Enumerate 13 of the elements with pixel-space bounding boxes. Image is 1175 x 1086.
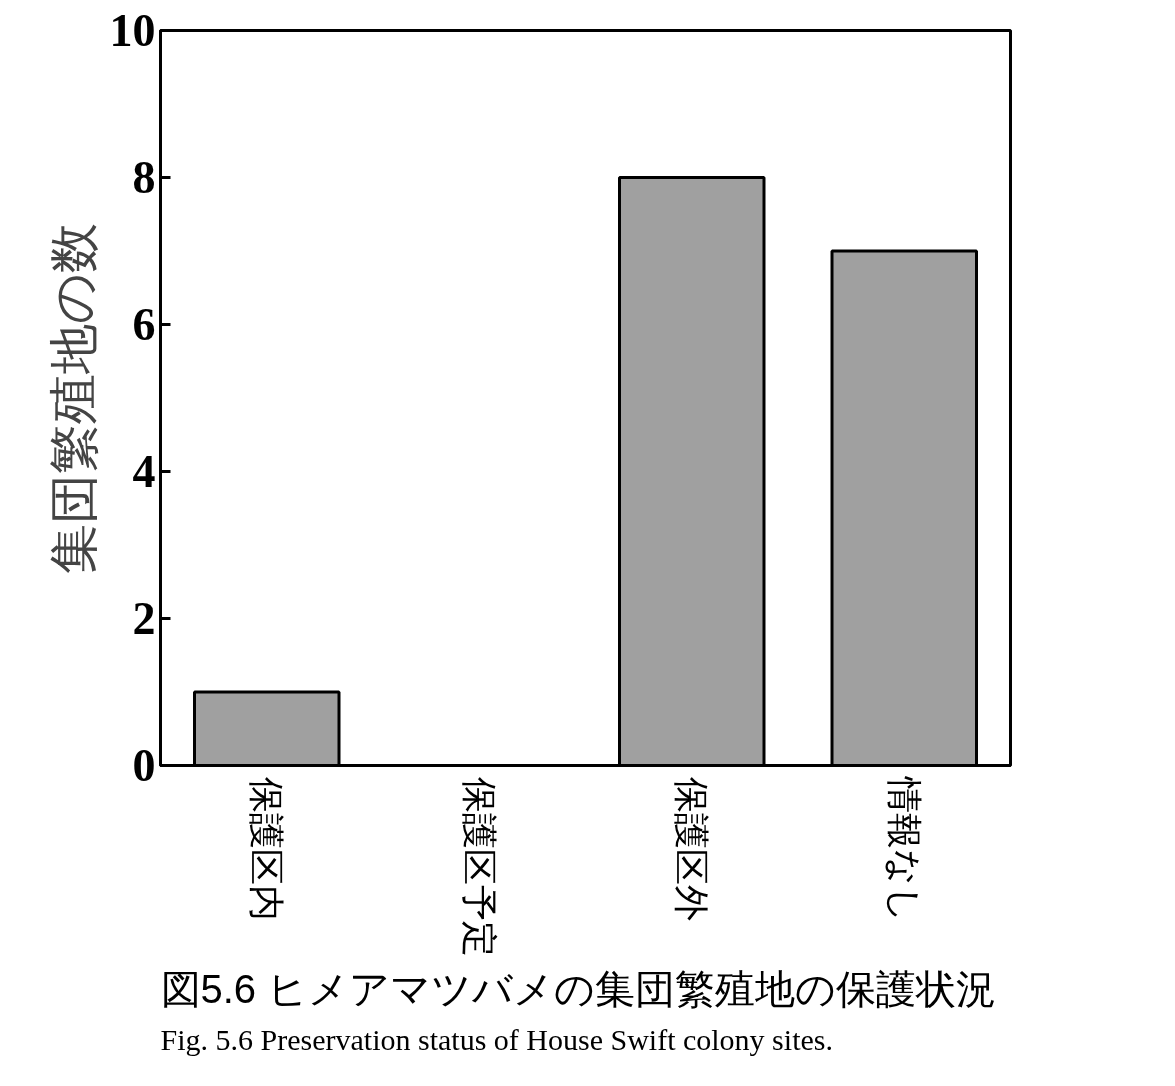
caption: Fig. 5.6 Preservation status of House Swift colony sites. xyxy=(160,1022,833,1056)
y-axis-title: 集団繁殖地の数 xyxy=(45,222,102,574)
x-tick-label: 保護区予定 xyxy=(458,776,500,957)
y-tick-label: 0 xyxy=(132,740,156,791)
y-tick-label: 4 xyxy=(132,446,156,497)
x-tick-label: 情報なし xyxy=(883,775,925,923)
y-tick-label: 6 xyxy=(132,299,156,350)
text: 図5.6 ヒメアマツバメの集団繁殖地の保護状況 xyxy=(160,966,997,1011)
x-tick-label: 保護区内 xyxy=(246,776,288,921)
x-tick-label: 保護区外 xyxy=(671,776,713,921)
y-tick-label: 10 xyxy=(109,5,156,56)
y-tick-label: 2 xyxy=(132,593,156,644)
y-tick-label: 8 xyxy=(132,152,156,203)
